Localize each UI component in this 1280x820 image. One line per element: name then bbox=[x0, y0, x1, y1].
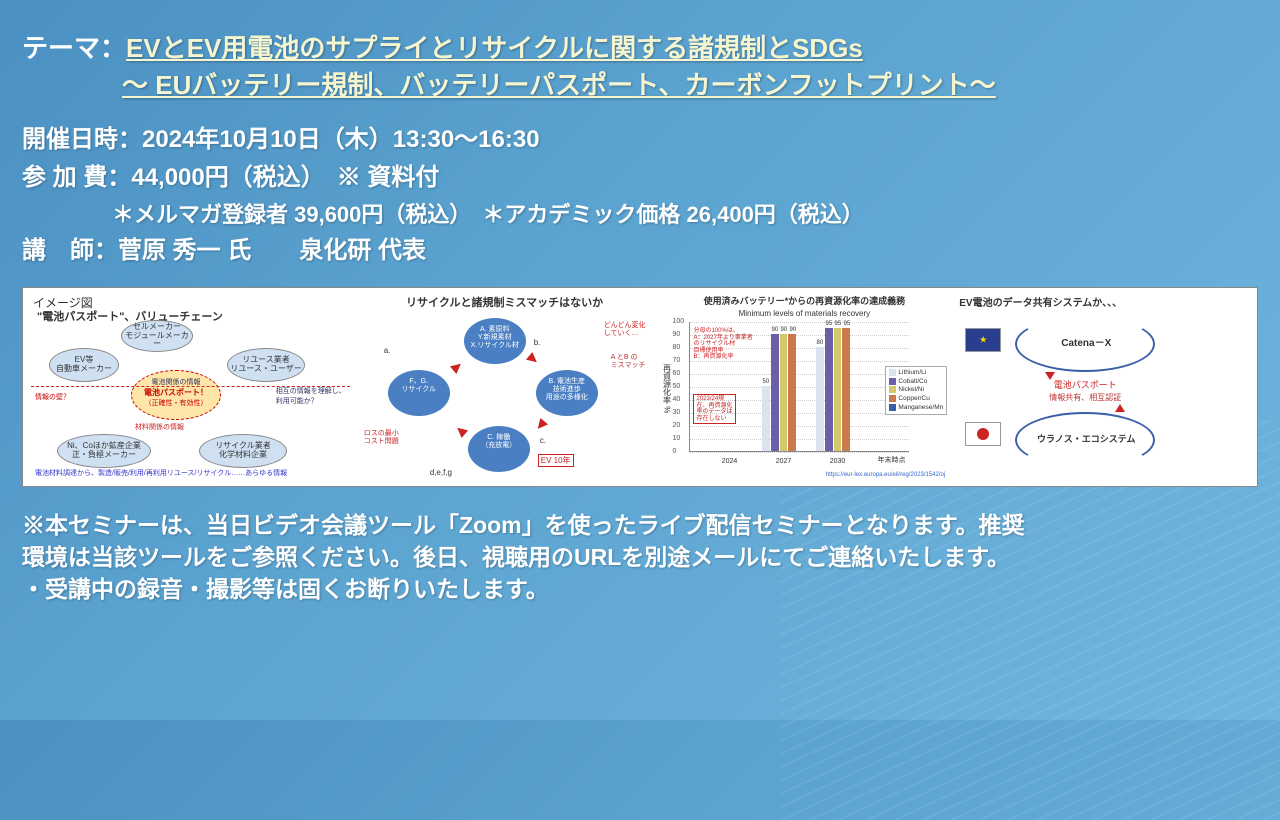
date-label: 開催日時： bbox=[22, 126, 142, 153]
fee-label: 参 加 費： bbox=[22, 164, 131, 191]
info-block: 開催日時：2024年10月10日（木）13:30～16:30 参 加 費：44,… bbox=[22, 122, 1258, 269]
legend-item: Manganese/Mn bbox=[889, 404, 943, 413]
cycle-node: B. 電池生産 技術進歩 用途の多様化 bbox=[536, 370, 598, 416]
panel-value-chain: イメージ図 "電池パスポート"、バリューチェーン セルメーカー モジュールメーカ… bbox=[31, 294, 350, 480]
title-block: テーマ：EVとEV用電池のサプライとリサイクルに関する諸規制とSDGs ～ EU… bbox=[22, 28, 1258, 102]
value-chain-bubble: セルメーカー モジュールメーカー bbox=[121, 320, 193, 352]
footer-l2: 環境は当該ツールをご参照ください。後日、視聴用のURLを別途メールにてご連絡いた… bbox=[22, 541, 1258, 573]
bar bbox=[834, 328, 842, 452]
panel1-side2: 相互の情報を理解し、 利用可能か？ bbox=[276, 386, 346, 406]
panel-bar-chart: 使用済みバッテリー*からの再資源化率の達成義務 Minimum levels o… bbox=[659, 294, 949, 480]
panel3-title: 使用済みバッテリー*からの再資源化率の達成義務 bbox=[659, 294, 949, 307]
panel1-mat: 材料関係の情報 bbox=[135, 422, 184, 432]
cycle-node: F、G. リサイクル bbox=[388, 370, 450, 416]
lecturer-value: 菅原 秀一 氏 泉化研 代表 bbox=[118, 237, 426, 264]
fee-value: 44,000円（税込） ※ 資料付 bbox=[131, 164, 439, 191]
panel3-notebox: 分母の100%は、 A：2027年より事業者 のリサイクル材 目標使用率 B：再… bbox=[693, 328, 752, 361]
theme-title-line1: EVとEV用電池のサプライとリサイクルに関する諸規制とSDGs bbox=[126, 33, 863, 63]
panel4-title: EV電池のデータ共有システムか、、、 bbox=[959, 294, 1249, 309]
fee-sub: ＊メルマガ登録者 39,600円（税込） ＊アカデミック価格 26,400円（税… bbox=[112, 198, 1258, 231]
footer-note: ※本セミナーは、当日ビデオ会議ツール「Zoom」を使ったライブ配信セミナーとなり… bbox=[22, 509, 1258, 606]
panel2-title: リサイクルと諸規制ミスマッチはないか bbox=[360, 294, 650, 310]
bar bbox=[842, 328, 850, 452]
eu-flag-icon: ★ bbox=[965, 328, 1001, 352]
panel1-bottom: 電池材料調達から、製造/販売/利用/再利用リユース/リサイクル……あらゆる情報 bbox=[35, 468, 287, 478]
theme-title-line2: ～ EUバッテリー規制、バッテリーパスポート、カーボンフットプリント～ bbox=[122, 65, 996, 102]
panel-data-sharing: EV電池のデータ共有システムか、、、 ★ Catena－X ウラノス・エコシステ… bbox=[959, 294, 1249, 480]
lecturer-label: 講 師： bbox=[22, 237, 118, 264]
legend-item: Copper/Cu bbox=[889, 395, 943, 404]
theme-label: テーマ： bbox=[22, 33, 126, 63]
image-strip: イメージ図 "電池パスポート"、バリューチェーン セルメーカー モジュールメーカ… bbox=[22, 287, 1258, 487]
panel1-center: 電池関係の情報 電池パスポート！ （正確性・有効性） bbox=[131, 370, 221, 420]
bar bbox=[762, 386, 770, 451]
date-value: 2024年10月10日（木）13:30～16:30 bbox=[142, 126, 540, 153]
bar bbox=[788, 334, 796, 451]
panel4-mid1: 電池パスポート bbox=[1015, 378, 1155, 391]
panel2-side-r2: A とB の ミスマッチ bbox=[611, 354, 646, 370]
footer-l1: ※本セミナーは、当日ビデオ会議ツール「Zoom」を使ったライブ配信セミナーとなり… bbox=[22, 509, 1258, 541]
bar-group: 809595952030 bbox=[816, 328, 858, 452]
value-chain-bubble: リサイクル業者 化学材料企業 bbox=[199, 434, 287, 468]
panel2-side-l: ロスの最小 コスト問題 bbox=[364, 430, 399, 446]
panel4-bottom-label: ウラノス・エコシステム bbox=[1021, 432, 1151, 445]
panel1-side1: 情報の壁？ bbox=[35, 392, 70, 402]
panel3-ylabel: 再資源化率 % bbox=[661, 364, 672, 413]
bar bbox=[780, 334, 788, 451]
chart-legend: Lithium/LiCobalt/CoNickel/NiCopper/CuMan… bbox=[885, 366, 947, 415]
value-chain-bubble: リユース業者 リユース・ユーザー bbox=[227, 348, 305, 382]
bar bbox=[816, 347, 824, 451]
panel4-mid2: 情報共有、相互認証 bbox=[1015, 392, 1155, 403]
slide: テーマ：EVとEV用電池のサプライとリサイクルに関する諸規制とSDGs ～ EU… bbox=[0, 0, 1280, 634]
footer-l3: ・受講中の録音・撮影等は固くお断りいたします。 bbox=[22, 573, 1258, 605]
image-caption: イメージ図 bbox=[33, 294, 93, 311]
legend-item: Lithium/Li bbox=[889, 369, 943, 378]
panel-recycle-cycle: リサイクルと諸規制ミスマッチはないか A. 素原料 Y.新規素材 X.リサイクル… bbox=[360, 294, 650, 480]
value-chain-bubble: EV等 自動車メーカー bbox=[49, 348, 119, 382]
panel3-subtitle: Minimum levels of materials recovery bbox=[659, 309, 949, 318]
bar bbox=[825, 328, 833, 452]
bar-group: 509090902027 bbox=[762, 334, 804, 451]
legend-item: Nickel/Ni bbox=[889, 386, 943, 395]
panel2-side-r1: どんどん変化 していく… bbox=[604, 322, 646, 338]
panel4-top-label: Catena－X bbox=[1021, 334, 1151, 349]
value-chain-bubble: Ni、Coほか鉱産企業 正・負極メーカー bbox=[57, 434, 151, 468]
panel2-ev: EV 10年 bbox=[538, 454, 574, 467]
cycle-node: C. 稼働 （充放電） bbox=[468, 426, 530, 472]
panel3-note2: 2023/24現 在、再資源化 率のデータは 存在しない bbox=[693, 394, 735, 424]
bar bbox=[771, 334, 779, 451]
panel3-src: https://eur-lex.europa.eu/eli/reg/2023/1… bbox=[826, 472, 945, 478]
cycle-node: A. 素原料 Y.新規素材 X.リサイクル材 bbox=[464, 318, 526, 364]
jp-flag-icon bbox=[965, 422, 1001, 446]
legend-item: Cobalt/Co bbox=[889, 378, 943, 387]
